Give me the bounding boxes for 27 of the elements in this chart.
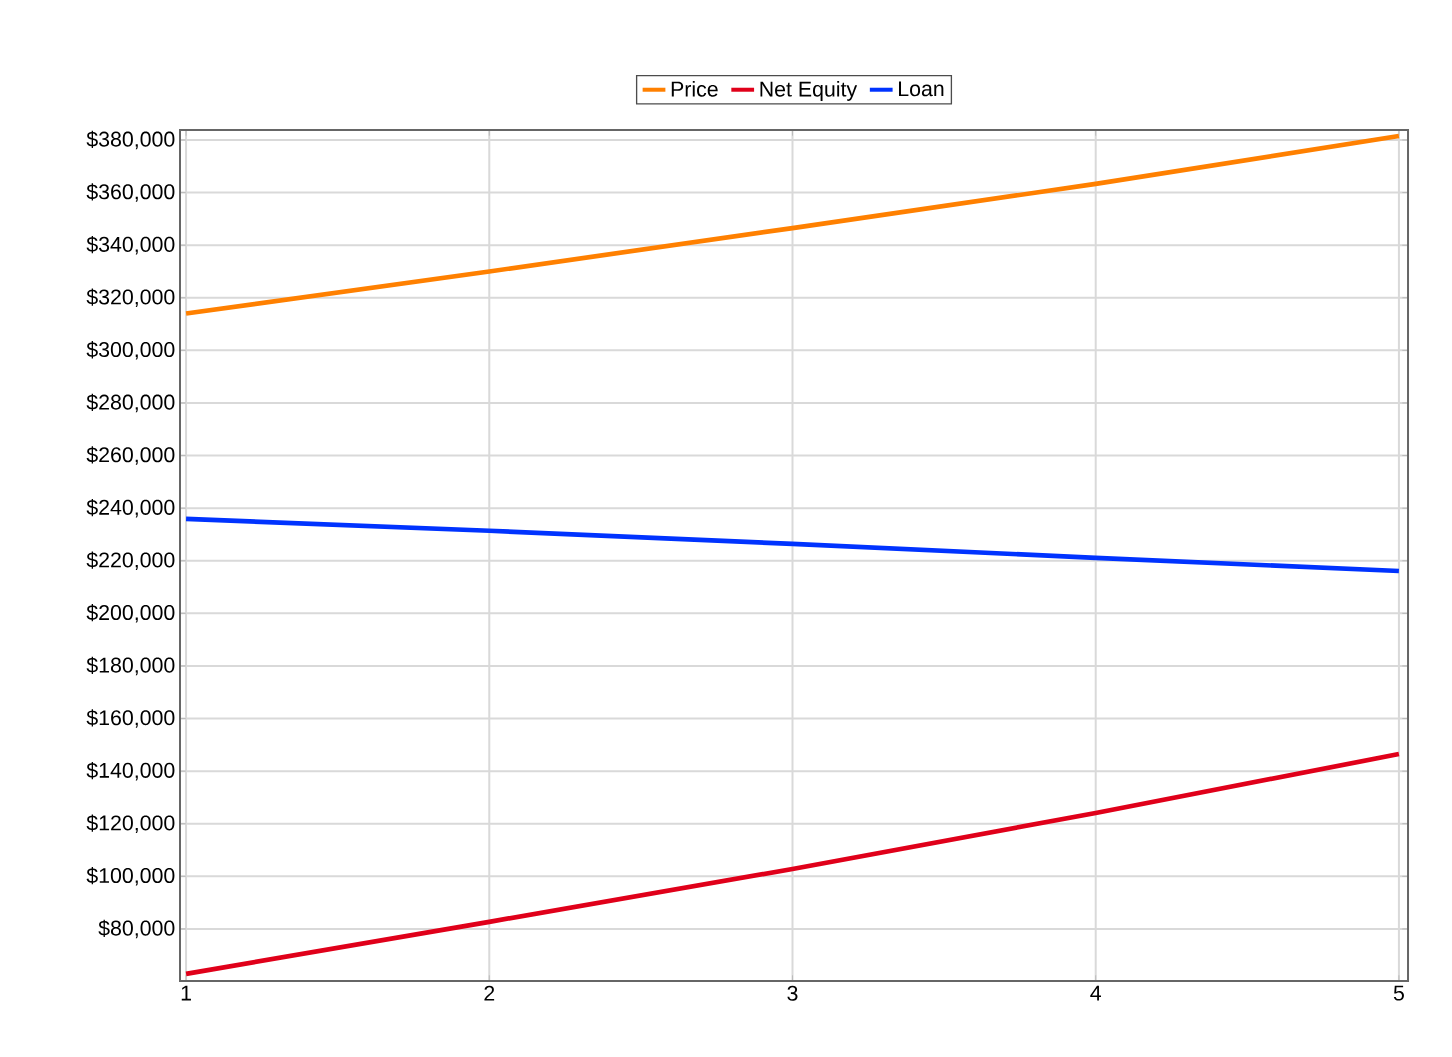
y-tick-label: $300,000 <box>86 341 175 360</box>
y-tick-label: $240,000 <box>86 498 175 518</box>
line-series <box>183 751 1402 977</box>
x-tick-label: 5 <box>1393 985 1404 1001</box>
y-tick-label: $320,000 <box>86 288 175 308</box>
y-tick-label: $340,000 <box>86 235 175 255</box>
y-tick-label: $200,000 <box>86 604 175 623</box>
legend-label: Loan <box>899 81 944 97</box>
legend-label: Net Equity <box>760 81 858 101</box>
y-tick-label: $80,000 <box>98 919 175 939</box>
y-tick-label: $120,000 <box>86 814 175 833</box>
legend-label: Price <box>671 81 718 97</box>
y-tick-label: $100,000 <box>86 867 175 886</box>
y-tick-label: $380,000 <box>86 130 175 150</box>
line-series <box>183 516 1402 574</box>
y-tick-label: $220,000 <box>86 551 175 570</box>
y-tick-label: $180,000 <box>86 656 175 676</box>
y-tick-label: $160,000 <box>86 709 175 728</box>
line-series <box>183 133 1402 316</box>
x-tick-label: 2 <box>484 985 495 1001</box>
x-tick-label: 4 <box>1090 985 1102 1001</box>
x-tick-label: 3 <box>787 985 798 1001</box>
y-tick-label: $140,000 <box>86 761 175 781</box>
y-tick-label: $260,000 <box>86 446 175 465</box>
x-tick-label: 1 <box>181 985 191 1001</box>
y-tick-label: $280,000 <box>86 393 175 413</box>
y-tick-label: $360,000 <box>86 183 175 202</box>
